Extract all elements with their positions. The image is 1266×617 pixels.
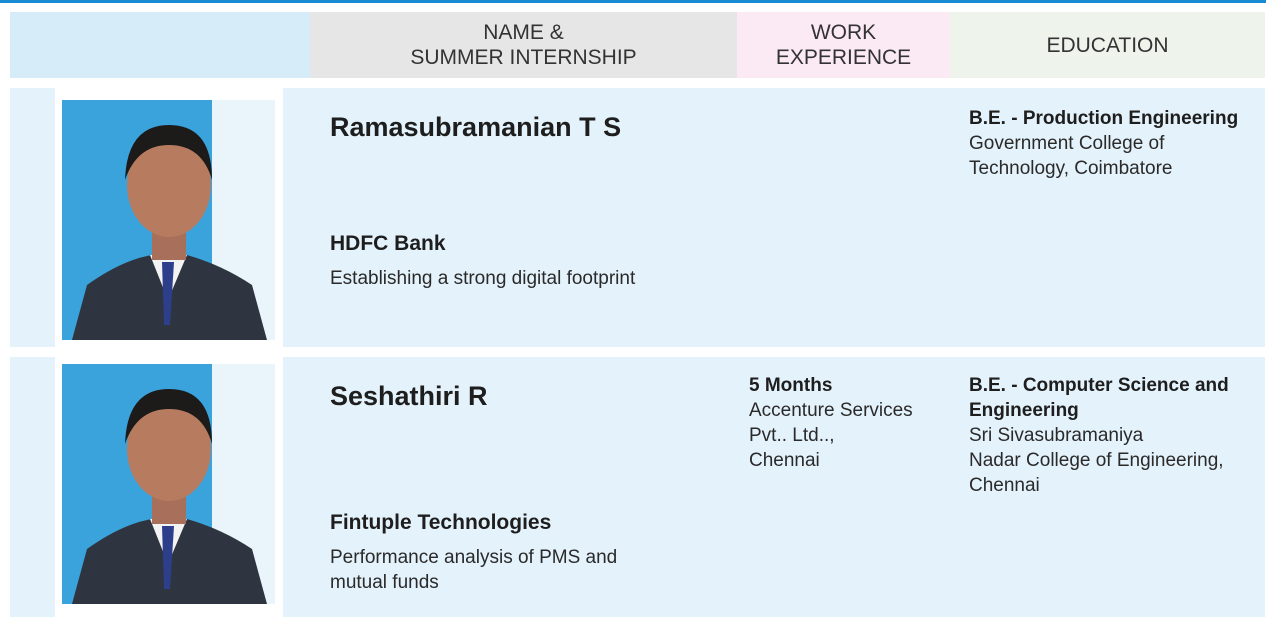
- text-line: Government College of: [969, 133, 1165, 154]
- student-name: Ramasubramanian T S: [330, 112, 622, 142]
- text-line: Chennai: [969, 475, 1040, 496]
- header-text: EDUCATION: [1046, 33, 1169, 57]
- text-line: WORK: [810, 21, 877, 44]
- photo-art: [62, 100, 275, 340]
- text-line: Technology, Coimbatore: [969, 158, 1173, 179]
- work: 5 Months Accenture Services Pvt.. Ltd.., Ch…: [749, 373, 913, 473]
- top-rule: [0, 0, 1266, 3]
- photo-art: [62, 364, 275, 604]
- header-name: NAME & SUMMER INTERNSHIP: [310, 12, 737, 78]
- text-line: B.E. - Computer Science and: [969, 375, 1229, 396]
- text-line: SUMMER INTERNSHIP: [410, 46, 637, 69]
- degree: B.E. - Production Engineering: [969, 106, 1238, 131]
- header-blank: [10, 12, 310, 78]
- work-duration: 5 Months: [749, 375, 833, 396]
- education: B.E. - Production Engineering Government …: [969, 106, 1238, 181]
- photo: [62, 100, 275, 340]
- company: HDFC Bank: [330, 232, 446, 255]
- text-line: Engineering: [969, 400, 1079, 421]
- photo: [62, 364, 275, 604]
- project: Performance analysis of PMS and mutual fu…: [330, 545, 617, 595]
- text-line: Performance analysis of PMS and: [330, 547, 618, 568]
- text-line: Sri Sivasubramaniya: [969, 425, 1144, 446]
- education: B.E. - Computer Science and Engineering Sr…: [969, 373, 1229, 498]
- text-line: EXPERIENCE: [775, 46, 912, 69]
- student-name: Seshathiri R: [330, 381, 488, 411]
- text-line: Chennai: [749, 450, 820, 471]
- text-line: NAME &: [483, 21, 564, 44]
- degree: B.E. - Computer Science and Engineering: [969, 373, 1229, 423]
- text-line: Accenture Services: [749, 400, 913, 421]
- company: Fintuple Technologies: [330, 511, 552, 534]
- header-work: WORK EXPERIENCE: [737, 12, 950, 78]
- text-line: Nadar College of Engineering,: [969, 450, 1224, 471]
- text-line: mutual funds: [330, 572, 439, 593]
- header-education: EDUCATION: [950, 12, 1265, 78]
- text-line: Establishing a strong digital footprint: [330, 268, 636, 289]
- text-line: B.E. - Production Engineering: [969, 108, 1239, 129]
- text-line: Pvt.. Ltd..,: [749, 425, 835, 446]
- project: Establishing a strong digital footprint: [330, 266, 635, 291]
